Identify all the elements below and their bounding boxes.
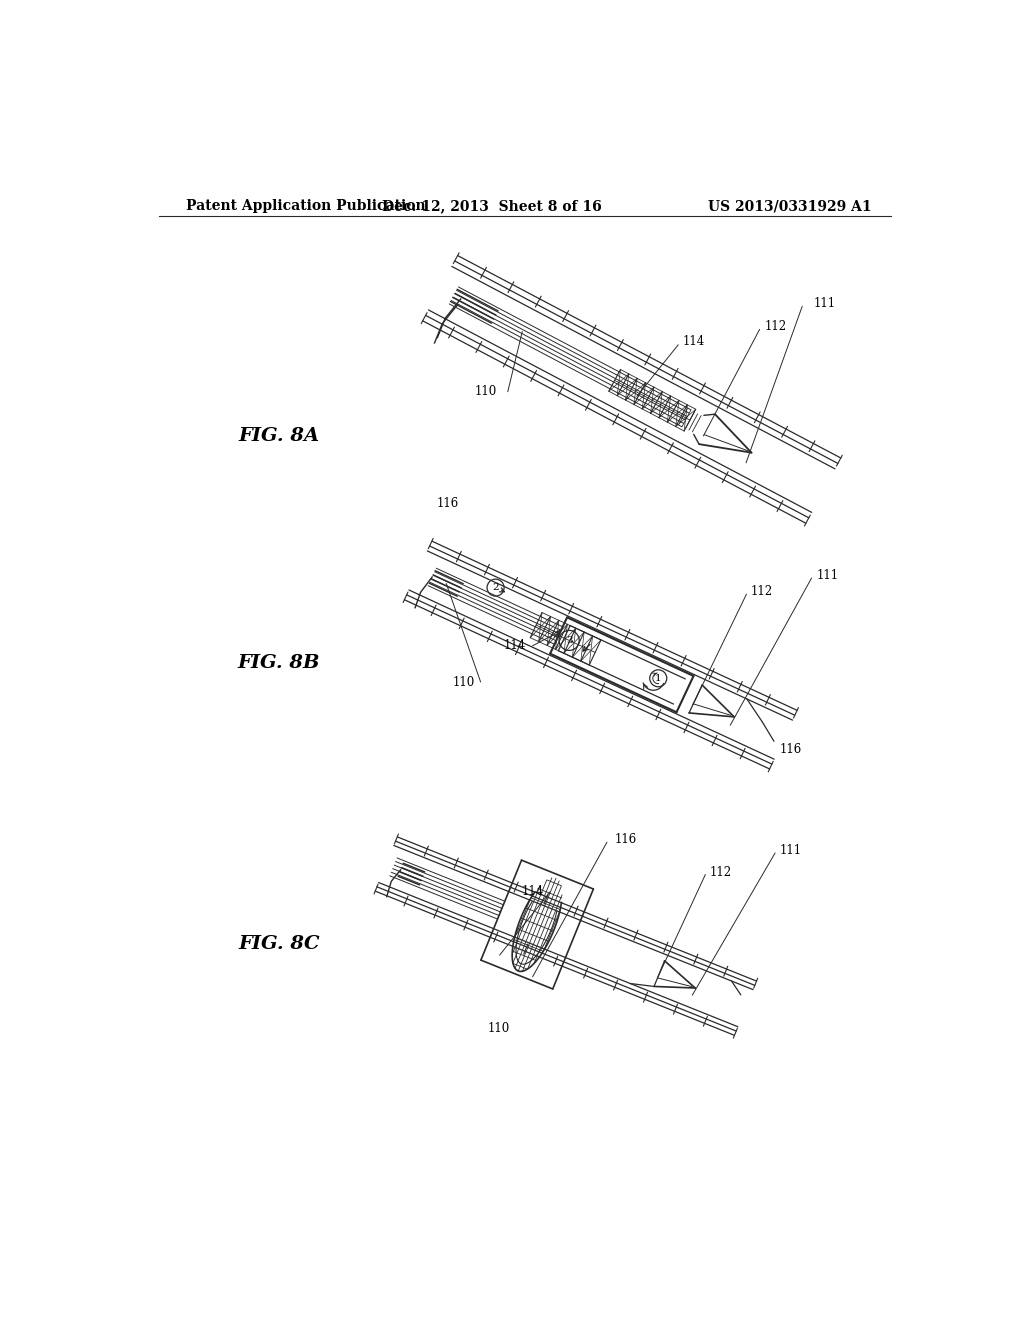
Text: US 2013/0331929 A1: US 2013/0331929 A1 bbox=[709, 199, 872, 213]
Text: FIG. 8B: FIG. 8B bbox=[238, 653, 321, 672]
Text: 112: 112 bbox=[751, 585, 773, 598]
Text: 116: 116 bbox=[436, 496, 459, 510]
Text: FIG. 8A: FIG. 8A bbox=[239, 426, 319, 445]
Text: Patent Application Publication: Patent Application Publication bbox=[186, 199, 426, 213]
Text: 111: 111 bbox=[814, 297, 836, 310]
Text: 112: 112 bbox=[710, 866, 732, 879]
Text: 116: 116 bbox=[614, 833, 637, 846]
Text: 116: 116 bbox=[779, 743, 802, 755]
Text: 111: 111 bbox=[816, 569, 839, 582]
Text: 3: 3 bbox=[566, 636, 572, 645]
Text: 110: 110 bbox=[453, 676, 474, 689]
Text: FIG. 8C: FIG. 8C bbox=[239, 935, 319, 953]
Text: 111: 111 bbox=[779, 843, 802, 857]
Text: Dec. 12, 2013  Sheet 8 of 16: Dec. 12, 2013 Sheet 8 of 16 bbox=[382, 199, 602, 213]
Text: 1: 1 bbox=[655, 673, 662, 682]
Text: 114: 114 bbox=[522, 884, 544, 898]
Text: 114: 114 bbox=[683, 335, 706, 348]
Text: 2: 2 bbox=[493, 583, 499, 593]
Text: 112: 112 bbox=[765, 319, 787, 333]
Text: 110: 110 bbox=[487, 1022, 510, 1035]
Text: 114: 114 bbox=[504, 639, 526, 652]
Text: 110: 110 bbox=[475, 385, 497, 399]
